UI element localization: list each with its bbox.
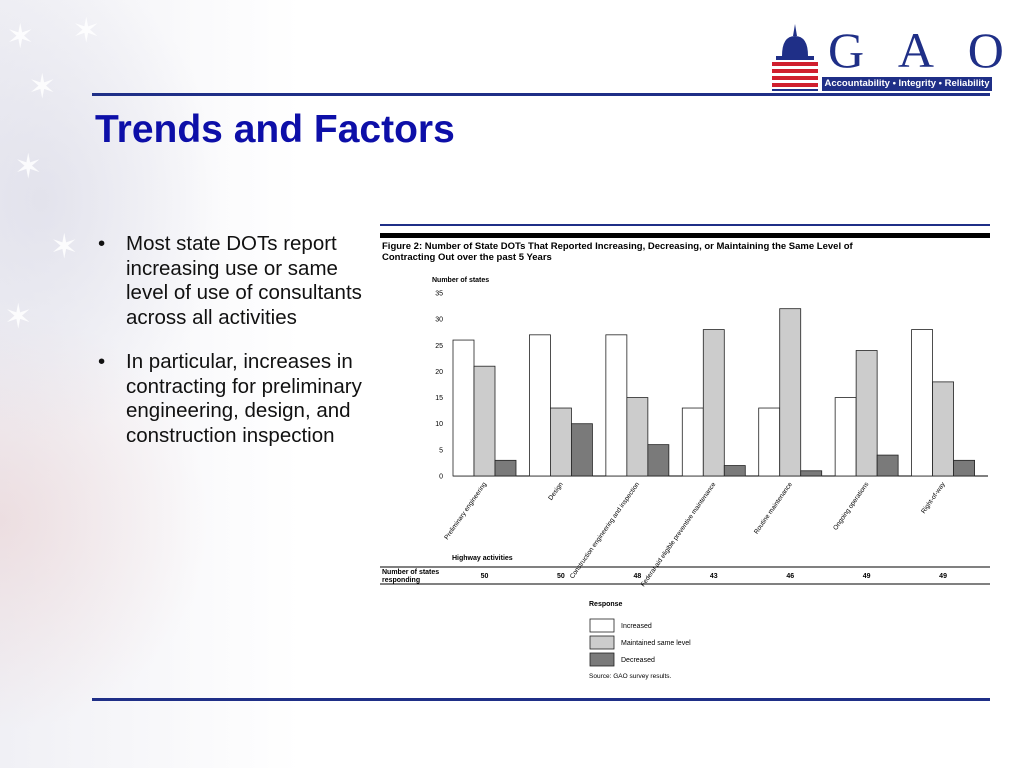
x-tick-label: Routine maintenance <box>753 481 794 536</box>
star-icon: ✶ <box>6 18 35 56</box>
bar <box>855 350 878 477</box>
bar <box>779 308 802 477</box>
chart-title-bar <box>380 233 990 238</box>
x-axis-label: Highway activities <box>452 555 513 562</box>
legend-label: Maintained same level <box>621 640 691 647</box>
y-tick-label: 10 <box>435 421 443 428</box>
x-tick-label: Design <box>547 481 565 502</box>
gao-logo: G A O Accountability • Integrity • Relia… <box>770 22 1016 94</box>
chart-top-divider <box>380 224 990 226</box>
y-tick-label: 35 <box>435 291 443 298</box>
y-tick-label: 5 <box>439 447 443 454</box>
bar <box>494 459 517 477</box>
bar <box>800 470 823 477</box>
legend-swatch <box>589 635 615 650</box>
y-tick-label: 20 <box>435 369 443 376</box>
bar <box>932 381 954 477</box>
bar <box>702 329 725 477</box>
bullet-dot: • <box>98 350 106 373</box>
bullet-item: • Most state DOTs report increasing use o… <box>98 232 374 330</box>
star-icon: ✶ <box>4 298 33 336</box>
source-note: Source: GAO survey results. <box>589 673 672 680</box>
bar <box>452 339 475 477</box>
responding-value: 49 <box>863 573 871 580</box>
x-tick-label: Preliminary engineering <box>443 481 488 541</box>
y-tick-label: 25 <box>435 343 443 350</box>
responding-value: 50 <box>557 573 565 580</box>
legend-label: Decreased <box>621 657 655 664</box>
bar <box>626 397 649 477</box>
x-tick-label: Construction engineering and inspection <box>569 481 641 580</box>
responding-label: responding <box>382 577 420 584</box>
x-tick-label: Federal-aid eligible preventive maintena… <box>640 481 718 588</box>
bullet-dot: • <box>98 232 106 255</box>
bar <box>834 397 857 477</box>
bar-chart: Figure 2: Number of State DOTs That Repo… <box>380 233 990 680</box>
bar <box>876 454 899 477</box>
logo-tagline: Accountability • Integrity • Reliability <box>822 77 992 91</box>
capitol-flag-icon <box>772 24 818 91</box>
chart-title: Figure 2: Number of State DOTs That Repo… <box>382 241 854 252</box>
responding-value: 43 <box>710 573 718 580</box>
bullet-text: In particular, increases in contracting … <box>126 350 362 447</box>
bar <box>571 423 593 477</box>
y-tick-label: 30 <box>435 317 443 324</box>
responding-value: 49 <box>939 573 947 580</box>
top-divider <box>92 93 990 96</box>
star-icon: ✶ <box>28 68 57 106</box>
bar <box>550 407 572 477</box>
responding-value: 46 <box>786 573 794 580</box>
legend-title: Response <box>589 601 623 608</box>
responding-value: 48 <box>633 573 641 580</box>
responding-label: Number of states <box>382 569 439 576</box>
y-tick-label: 0 <box>439 474 443 481</box>
legend-swatch <box>589 652 615 667</box>
responding-value: 50 <box>481 573 489 580</box>
y-axis-label: Number of states <box>432 277 489 284</box>
y-tick-label: 15 <box>435 395 443 402</box>
bullet-text: Most state DOTs report increasing use or… <box>126 232 362 329</box>
x-tick-label: Right-of-way <box>920 481 947 516</box>
logo-letters: G A O <box>828 22 1016 78</box>
bar <box>723 465 746 477</box>
bar <box>605 334 628 477</box>
bar <box>911 329 933 477</box>
bar <box>758 407 781 477</box>
bar <box>953 459 975 477</box>
bullet-item: • In particular, increases in contracting… <box>98 350 374 448</box>
x-tick-label: Ongoing operations <box>832 481 871 532</box>
bullet-list: • Most state DOTs report increasing use o… <box>98 232 374 468</box>
bar <box>681 407 704 477</box>
bottom-divider <box>92 698 990 701</box>
star-icon: ✶ <box>50 228 79 266</box>
legend-swatch <box>589 618 615 633</box>
legend-label: Increased <box>621 623 652 630</box>
bar <box>473 365 496 477</box>
bar <box>529 334 551 477</box>
chart-title: Contracting Out over the past 5 Years <box>382 252 552 263</box>
star-icon: ✶ <box>72 12 101 50</box>
bar <box>647 444 670 477</box>
slide-title: Trends and Factors <box>95 108 455 151</box>
star-icon: ✶ <box>14 148 43 186</box>
